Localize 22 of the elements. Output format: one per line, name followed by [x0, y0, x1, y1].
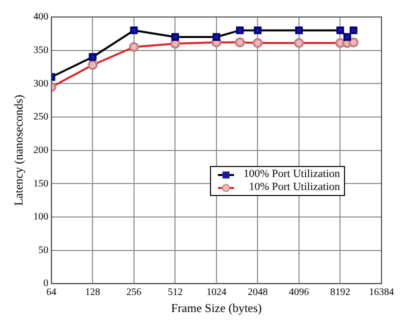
y-tick-label: 350 [33, 44, 48, 56]
x-tick-label: 128 [85, 287, 100, 298]
x-tick-label: 64 [46, 287, 56, 298]
x-tick-label: 16384 [369, 287, 394, 298]
x-tick-label: 2048 [248, 287, 268, 298]
y-tick-label: 300 [33, 78, 48, 90]
y-tick-label: 150 [33, 178, 48, 190]
x-tick-label: 8192 [330, 287, 350, 298]
y-tick-label: 100 [33, 212, 48, 223]
y-tick-label: 400 [33, 12, 48, 23]
x-tick-label: 1024 [206, 287, 226, 298]
x-tick-label: 256 [126, 287, 142, 298]
y-tick-label: 50 [38, 244, 48, 256]
y-tick-label: 0 [43, 278, 48, 290]
y-tick-label: 200 [33, 144, 48, 156]
legend-label: 10% Port Utilization [248, 181, 340, 194]
legend-label: 100% Port Utilization [243, 168, 340, 181]
x-tick-label: 512 [168, 287, 183, 298]
y-axis-title: Latency (nanoseconds) [11, 94, 26, 206]
x-tick-label: 4096 [288, 287, 309, 298]
y-tick-label: 250 [33, 112, 48, 123]
x-axis-title: Frame Size (bytes) [171, 300, 262, 315]
